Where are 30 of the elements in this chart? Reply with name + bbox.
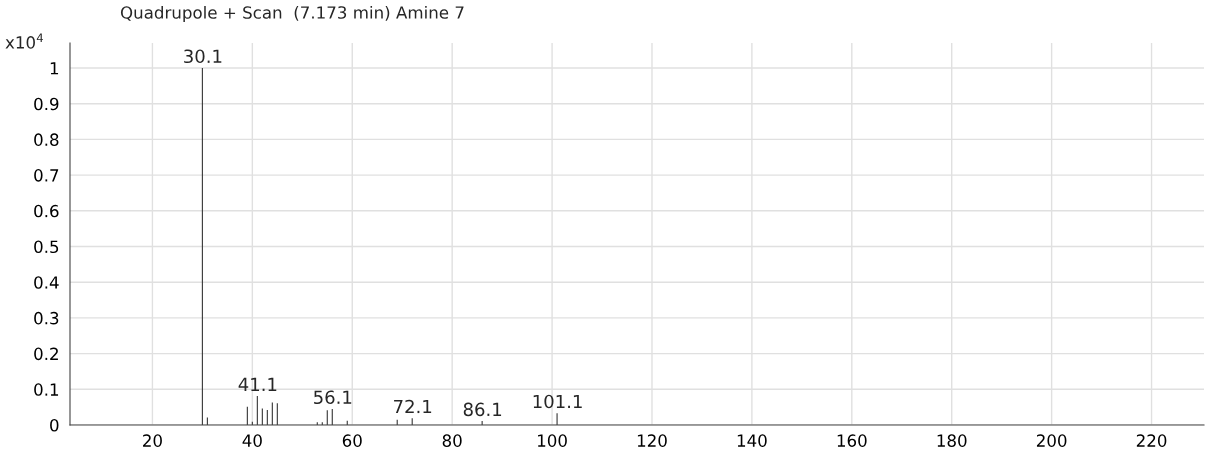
y-tick-label: 0.4 [34, 276, 59, 289]
x-tick-label: 220 [1136, 434, 1167, 447]
y-tick-label: 0.9 [34, 97, 59, 111]
y-tick-label: 1 [50, 62, 59, 75]
y-tick-label: 0.3 [34, 311, 59, 325]
x-tick-label: 80 [442, 434, 462, 447]
x-tick-label: 40 [242, 434, 262, 447]
y-tick-label: 0.2 [34, 347, 58, 361]
annotation: 56.1 [314, 390, 352, 405]
x-tick-label: 60 [342, 434, 362, 447]
x-tick-label: 200 [1036, 434, 1067, 447]
y-tick-label: 0.8 [34, 133, 59, 146]
x-tick-label: 100 [538, 434, 567, 447]
x-tick-label: 180 [937, 434, 967, 447]
x-tick-label: 120 [637, 434, 667, 447]
y-axis-title: x10$^{4}$ [5, 33, 43, 49]
annotation: 86.1 [463, 402, 502, 417]
annotation: 30.1 [184, 49, 222, 64]
annotation: 72.1 [394, 399, 432, 414]
x-tick-label: 140 [737, 434, 767, 447]
y-tick-label: 0 [50, 418, 59, 432]
y-tick-label: 0.6 [34, 204, 59, 218]
y-tick-label: 0.5 [34, 240, 59, 254]
annotation: 41.1 [238, 377, 277, 391]
x-tick-label: 20 [143, 434, 162, 447]
y-tick-label: 0.1 [34, 383, 59, 396]
annotation: 101.1 [533, 394, 582, 409]
x-tick-label: 160 [837, 434, 867, 447]
chart-title: Quadrupole + Scan (7.173 min) Amine 7 [120, 5, 464, 23]
y-tick-label: 0.7 [34, 169, 59, 182]
